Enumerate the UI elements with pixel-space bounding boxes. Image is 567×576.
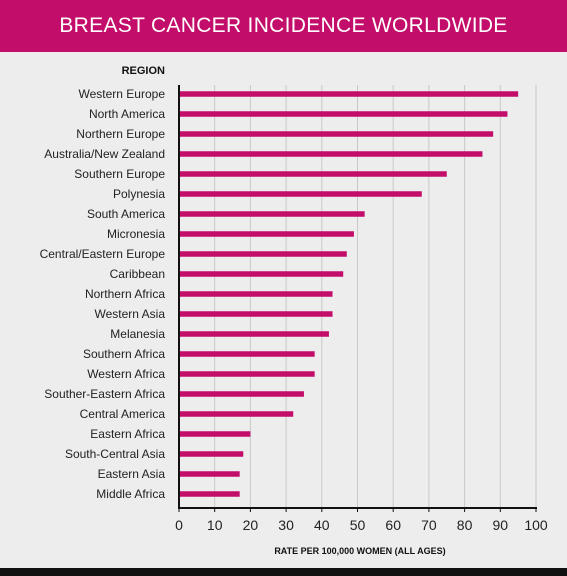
x-tick-label: 70 [421,517,437,533]
bar [179,391,304,397]
category-label: South-Central Asia [65,447,165,461]
bar [179,471,240,477]
bar [179,211,365,217]
bar [179,451,244,457]
x-tick-labels: 0 10 20 30 40 50 60 70 80 90 100 [175,517,548,533]
x-tick-label: 20 [243,517,259,533]
category-label: Southern Africa [83,347,165,361]
bar [179,431,251,437]
x-tick-label: 80 [457,517,473,533]
bar [179,171,447,177]
chart-title: BREAST CANCER INCIDENCE WORLDWIDE [59,14,508,37]
bar [179,411,294,417]
x-tick-label: 10 [207,517,223,533]
footer-bar [0,568,567,576]
category-label: Caribbean [110,267,165,281]
category-label: Central America [80,407,166,421]
x-axis-title: RATE PER 100,000 WOMEN (ALL AGES) [274,546,445,556]
category-label: North America [89,107,165,121]
category-label: Polynesia [113,187,165,201]
category-label: Eastern Asia [98,467,166,481]
bar [179,131,494,137]
y-axis-title: REGION [122,65,165,77]
bar [179,251,347,257]
category-label: Southern Europe [74,167,165,181]
bar-chart: REGION Western Europe North America Northe… [40,65,548,556]
category-label: Western Asia [95,307,166,321]
category-labels: Western Europe North America Northern Euro… [40,87,166,501]
bar [179,351,315,357]
axes [178,85,537,512]
bar [179,231,354,237]
x-tick-label: 100 [524,517,548,533]
bar [179,151,483,157]
x-tick-label: 90 [493,517,509,533]
category-label: South America [87,207,165,221]
category-label: Souther-Eastern Africa [44,387,165,401]
bar [179,491,240,497]
category-label: Central/Eastern Europe [40,247,166,261]
x-tick-label: 60 [385,517,401,533]
category-label: Eastern Africa [90,427,165,441]
chart-header: BREAST CANCER INCIDENCE WORLDWIDE [0,0,567,52]
bar [179,91,519,97]
category-label: Middle Africa [96,487,165,501]
category-label: Australia/New Zealand [44,147,165,161]
bar [179,371,315,377]
bar [179,311,333,317]
x-tick-label: 50 [350,517,366,533]
x-tick-label: 0 [175,517,183,533]
x-tick-label: 40 [314,517,330,533]
category-label: Micronesia [107,227,165,241]
category-label: Western Africa [87,367,165,381]
bar [179,111,508,117]
category-label: Melanesia [110,327,165,341]
bar [179,291,333,297]
category-label: Northern Europe [76,127,165,141]
bar [179,191,422,197]
bars [179,91,519,497]
bar [179,331,329,337]
x-tick-label: 30 [278,517,294,533]
category-label: Northern Africa [85,287,165,301]
bar [179,271,344,277]
category-label: Western Europe [79,87,166,101]
